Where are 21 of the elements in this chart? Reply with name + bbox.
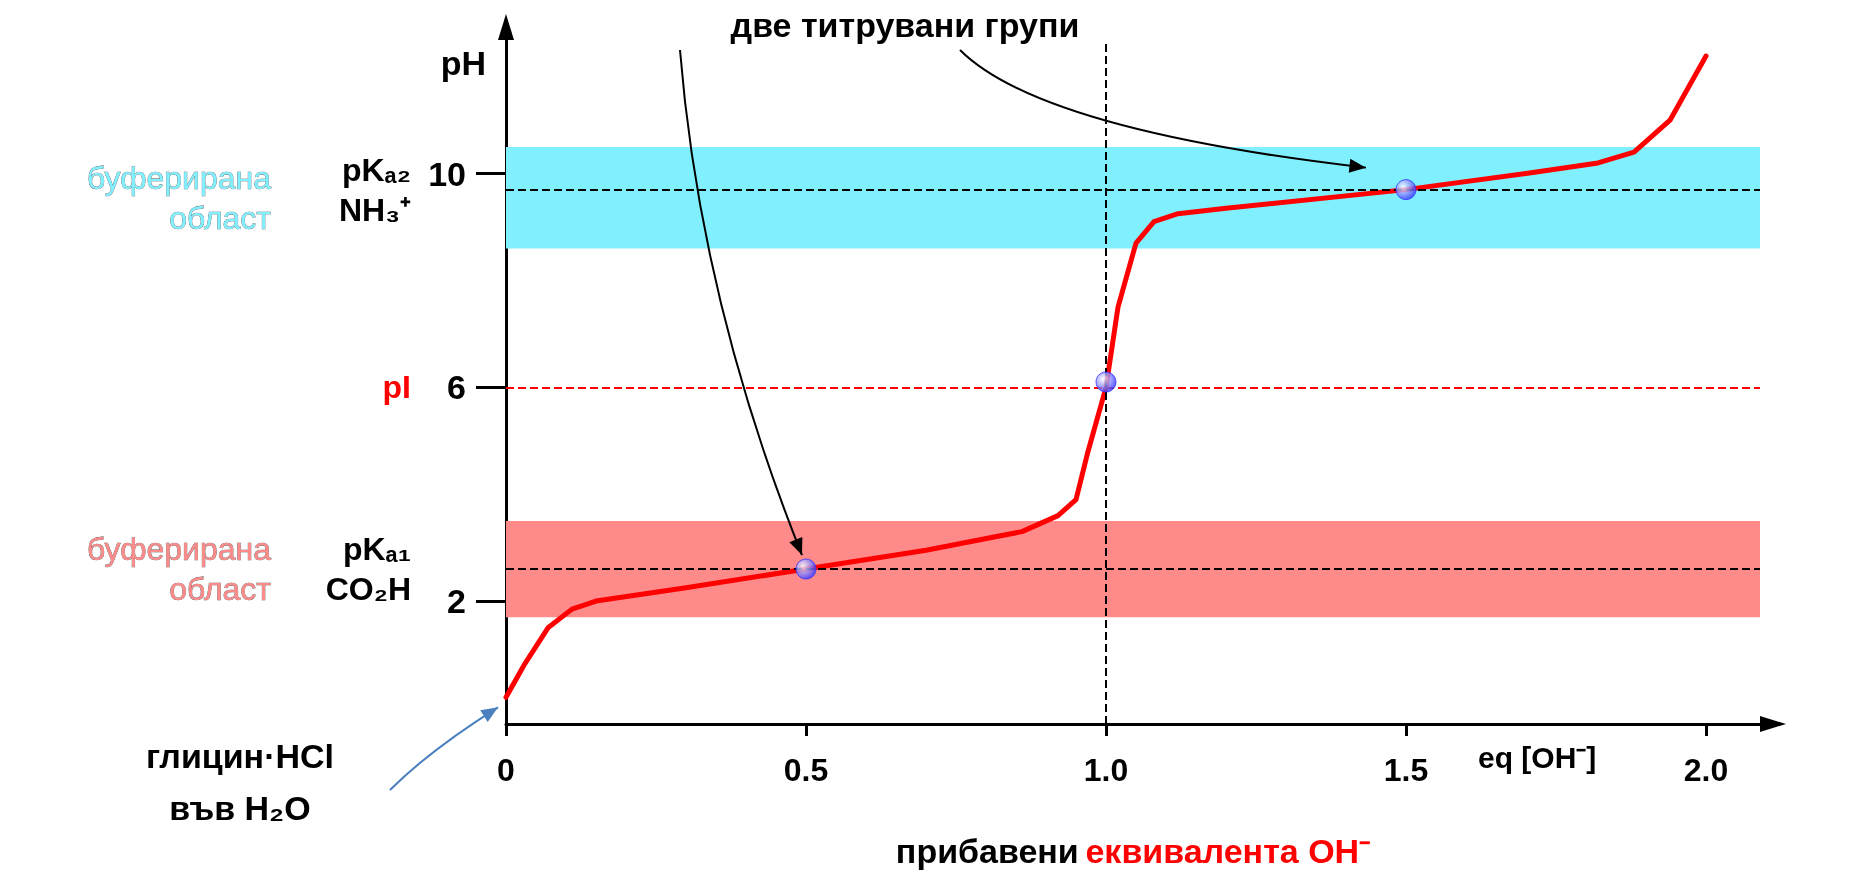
y-tick-label: 2 xyxy=(447,582,466,621)
x-tick-label: 1.0 xyxy=(1083,752,1129,788)
point xyxy=(1095,371,1117,393)
band-label: буферирана област xyxy=(86,159,272,236)
x-tick-label: 0 xyxy=(497,752,515,788)
ref-line-label: pI xyxy=(382,369,411,406)
point xyxy=(795,558,817,580)
x-tick-label: 2.0 xyxy=(1683,752,1729,788)
text: eq [OH⁻] xyxy=(1478,740,1597,774)
annotation: две титрувани групи xyxy=(730,6,1080,44)
ref-line-label: pKₐ₁ CO₂H xyxy=(325,531,411,608)
point xyxy=(1395,179,1417,201)
x-axis-title: прибавени еквивалента OH⁻ xyxy=(895,832,1371,870)
band-label: буферирана област xyxy=(86,531,272,608)
y-axis-title: pH xyxy=(440,44,486,82)
ref-line-label: pKₐ₂ NH₃⁺ xyxy=(338,151,411,228)
y-tick-label: 10 xyxy=(428,154,466,193)
y-tick-label: 6 xyxy=(447,368,466,407)
x-tick-label: 1.5 xyxy=(1383,752,1429,788)
text: глицин·HCl във H₂O xyxy=(145,737,335,827)
x-tick-label: 0.5 xyxy=(783,752,829,788)
